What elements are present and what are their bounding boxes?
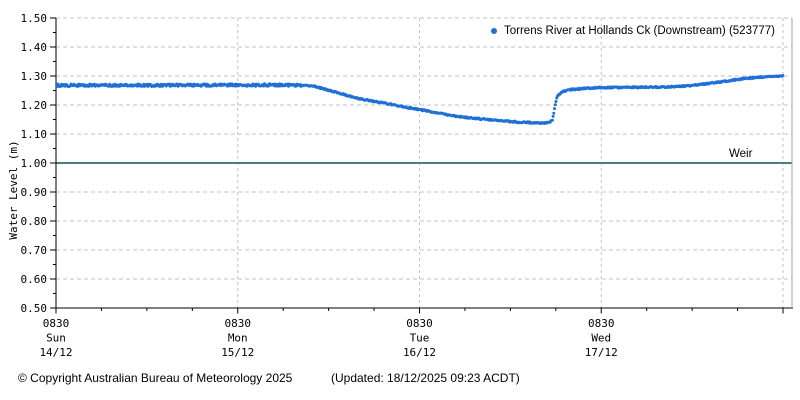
series-marker-icon bbox=[491, 28, 497, 34]
svg-text:1.40: 1.40 bbox=[21, 41, 48, 54]
updated-timestamp: (Updated: 18/12/2025 09:23 ACDT) bbox=[331, 371, 520, 385]
svg-text:0830: 0830 bbox=[588, 317, 615, 330]
weir-line-label: Weir bbox=[729, 148, 753, 160]
horizontal-gridlines bbox=[56, 17, 792, 280]
svg-text:15/12: 15/12 bbox=[221, 346, 254, 359]
series-data-points bbox=[55, 74, 785, 126]
svg-text:0.90: 0.90 bbox=[21, 186, 48, 199]
svg-text:Mon: Mon bbox=[228, 332, 248, 345]
svg-text:0830: 0830 bbox=[406, 317, 433, 330]
svg-text:1.10: 1.10 bbox=[21, 128, 48, 141]
svg-text:0830: 0830 bbox=[43, 317, 70, 330]
svg-text:Sun: Sun bbox=[46, 332, 66, 345]
copyright-text: © Copyright Australian Bureau of Meteoro… bbox=[18, 371, 293, 385]
svg-text:0.80: 0.80 bbox=[21, 215, 48, 228]
legend-label: Torrens River at Hollands Ck (Downstream… bbox=[504, 25, 775, 37]
y-axis-ticks bbox=[50, 17, 56, 309]
svg-text:1.50: 1.50 bbox=[21, 12, 48, 25]
svg-text:Tue: Tue bbox=[410, 332, 430, 345]
svg-text:1.00: 1.00 bbox=[21, 157, 48, 170]
svg-text:14/12: 14/12 bbox=[39, 346, 72, 359]
y-axis-title: Water Level (m) bbox=[7, 140, 20, 240]
svg-text:0.50: 0.50 bbox=[21, 302, 48, 315]
svg-text:Wed: Wed bbox=[591, 332, 611, 345]
svg-text:0.70: 0.70 bbox=[21, 244, 48, 257]
svg-text:1.20: 1.20 bbox=[21, 99, 48, 112]
svg-text:16/12: 16/12 bbox=[403, 346, 436, 359]
x-axis-ticks bbox=[55, 308, 784, 314]
svg-text:1.30: 1.30 bbox=[21, 70, 48, 83]
y-tick-labels: 1.50 1.40 1.30 1.20 1.10 1.00 0.90 0.80 0.70 0.60… bbox=[21, 12, 48, 315]
svg-text:17/12: 17/12 bbox=[585, 346, 618, 359]
svg-text:0830: 0830 bbox=[225, 317, 252, 330]
svg-text:0.60: 0.60 bbox=[21, 273, 48, 286]
